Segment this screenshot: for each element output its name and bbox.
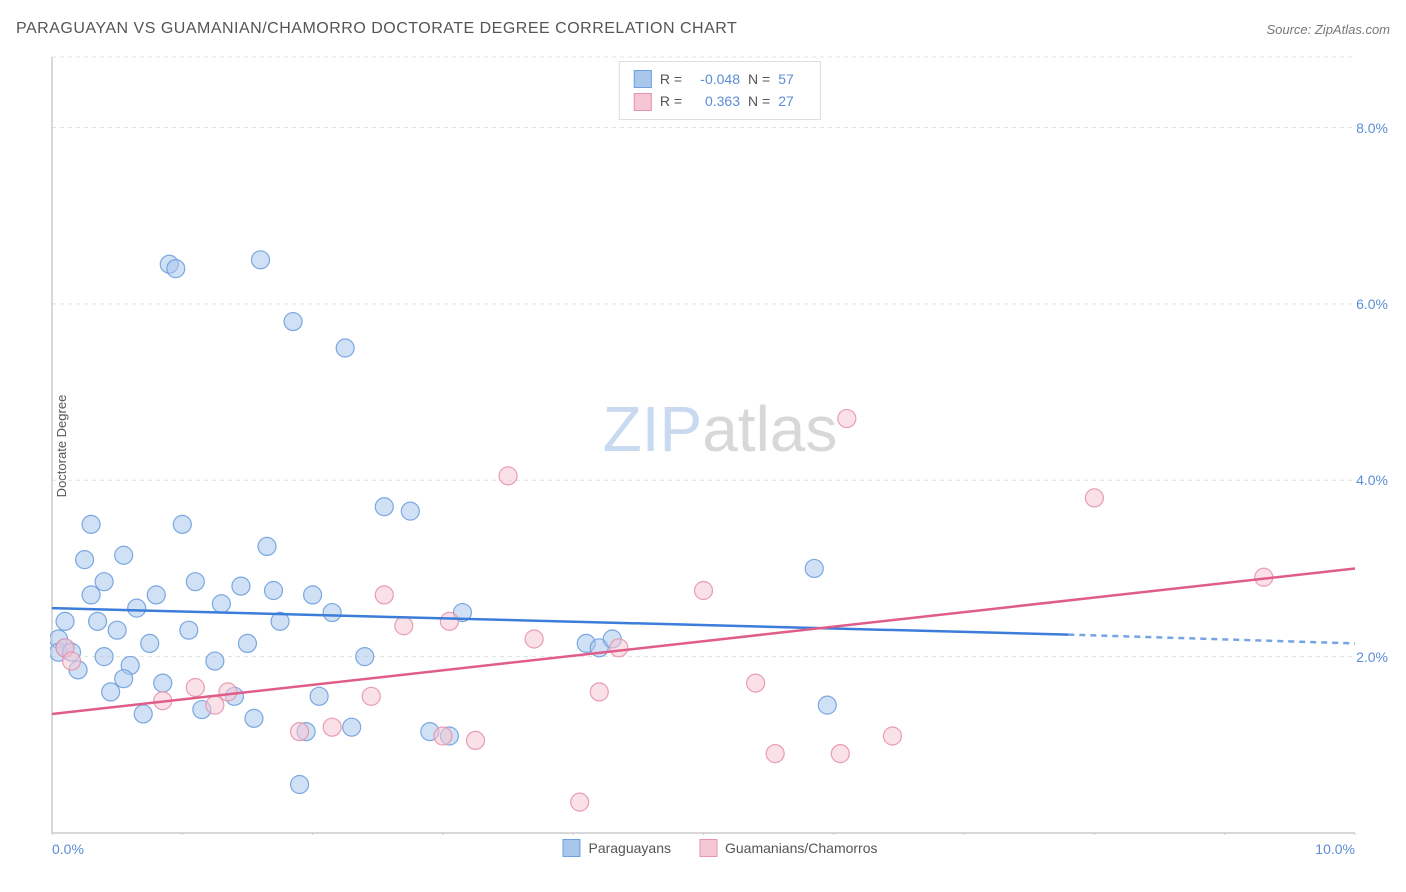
chart-title: PARAGUAYAN VS GUAMANIAN/CHAMORRO DOCTORA…	[16, 20, 737, 38]
x-tick-label: 0.0%	[52, 841, 84, 857]
swatch-guamanians	[699, 839, 717, 857]
legend-item-guamanians: Guamanians/Chamorros	[699, 839, 878, 857]
chart-source: Source: ZipAtlas.com	[1266, 22, 1390, 37]
y-tick-label: 6.0%	[1356, 296, 1388, 312]
r-value-guamanians: 0.363	[690, 90, 740, 112]
r-value-paraguayans: -0.048	[690, 68, 740, 90]
r-label: R =	[660, 90, 682, 112]
legend-row-paraguayans: R = -0.048 N = 57	[634, 68, 806, 90]
n-label: N =	[748, 68, 770, 90]
n-value-paraguayans: 57	[778, 68, 806, 90]
swatch-paraguayans	[634, 70, 652, 88]
swatch-guamanians	[634, 93, 652, 111]
chart-header: PARAGUAYAN VS GUAMANIAN/CHAMORRO DOCTORA…	[16, 20, 1390, 38]
series-legend: Paraguayans Guamanians/Chamorros	[562, 839, 877, 857]
correlation-legend: R = -0.048 N = 57 R = 0.363 N = 27	[619, 61, 821, 120]
y-tick-label: 8.0%	[1356, 120, 1388, 136]
chart-area: ZIPatlas R = -0.048 N = 57 R = 0.363 N =…	[50, 55, 1390, 835]
y-tick-label: 2.0%	[1356, 649, 1388, 665]
r-label: R =	[660, 68, 682, 90]
legend-row-guamanians: R = 0.363 N = 27	[634, 90, 806, 112]
legend-label-paraguayans: Paraguayans	[588, 840, 671, 856]
legend-item-paraguayans: Paraguayans	[562, 839, 671, 857]
n-label: N =	[748, 90, 770, 112]
legend-label-guamanians: Guamanians/Chamorros	[725, 840, 878, 856]
n-value-guamanians: 27	[778, 90, 806, 112]
x-tick-label: 10.0%	[1315, 841, 1355, 857]
scatter-plot	[50, 55, 1390, 835]
swatch-paraguayans	[562, 839, 580, 857]
y-tick-label: 4.0%	[1356, 472, 1388, 488]
